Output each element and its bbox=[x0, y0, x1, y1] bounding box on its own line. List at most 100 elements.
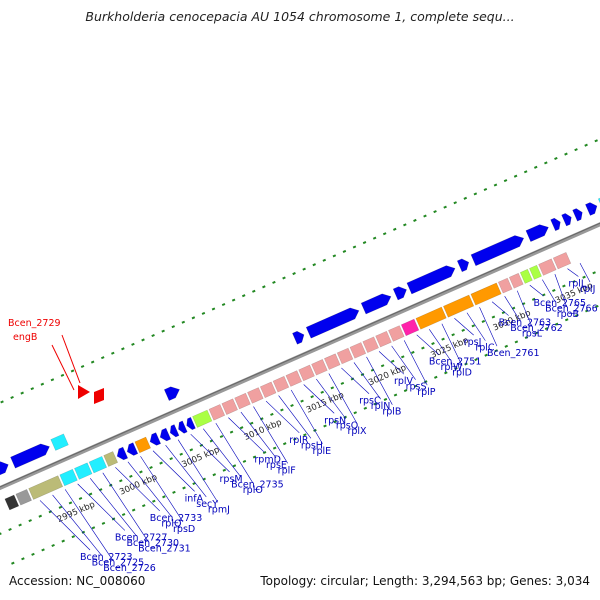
gene-block-rev[interactable] bbox=[349, 342, 367, 359]
gene-label[interactable]: Bcen_2725 bbox=[92, 557, 145, 568]
gene-block-rev[interactable] bbox=[311, 359, 328, 376]
gene-label[interactable]: rpsN bbox=[324, 415, 346, 426]
gene-label[interactable]: rplP bbox=[417, 387, 436, 398]
gene-block-rev[interactable] bbox=[285, 370, 303, 387]
gene-arrow-fwd[interactable] bbox=[163, 384, 182, 401]
gene-arrow-fwd[interactable] bbox=[572, 207, 585, 222]
gene-block-rev[interactable] bbox=[247, 387, 264, 404]
gene-arrow-rev[interactable] bbox=[176, 420, 188, 435]
gene-label[interactable]: rpsS bbox=[406, 382, 427, 393]
gene-label[interactable]: rpsC bbox=[359, 396, 381, 407]
gene-block-rev[interactable] bbox=[519, 268, 533, 284]
gene-block-rev[interactable] bbox=[298, 364, 315, 382]
gene-label[interactable]: rplB bbox=[382, 407, 401, 418]
gene-label[interactable]: rplD bbox=[452, 368, 472, 379]
gene-block-rev[interactable] bbox=[470, 282, 502, 306]
gene-label-highlighted[interactable]: Bcen_2729 bbox=[8, 318, 61, 329]
gene-block[interactable] bbox=[28, 475, 64, 500]
gene-label[interactable]: Bcen_2765 bbox=[533, 298, 586, 309]
gene-label[interactable]: rplX bbox=[347, 426, 367, 437]
gene-block-fwd[interactable] bbox=[50, 433, 69, 451]
gene-arrow-rev[interactable] bbox=[158, 427, 172, 443]
gene-arrow-fwd[interactable] bbox=[561, 212, 574, 227]
gene-label[interactable]: rpsQ bbox=[336, 421, 358, 432]
gene-arrow-fwd[interactable] bbox=[360, 291, 393, 315]
gene-block-rev[interactable] bbox=[208, 404, 226, 421]
gene-label[interactable]: rplQ bbox=[161, 518, 181, 529]
gene-block-rev[interactable] bbox=[388, 325, 405, 342]
gene-block[interactable] bbox=[4, 494, 20, 511]
gene-label[interactable]: rpmD bbox=[254, 454, 281, 465]
gene-label[interactable]: Bcen_2726 bbox=[103, 563, 156, 574]
gene-arrow-fwd[interactable] bbox=[406, 263, 458, 295]
gene-label[interactable]: rplE bbox=[313, 446, 332, 457]
gene-label[interactable]: Bcen_2730 bbox=[127, 538, 180, 549]
gene-label[interactable]: secY bbox=[196, 499, 218, 510]
gene-block-rev[interactable] bbox=[272, 375, 290, 393]
gene-label[interactable]: Bcen_2723 bbox=[80, 552, 133, 563]
gene-arrow-fwd[interactable] bbox=[525, 222, 551, 242]
gene-block-rev[interactable] bbox=[497, 277, 513, 294]
gene-arrow-fwd[interactable] bbox=[585, 200, 599, 216]
gene-label[interactable]: rplR bbox=[289, 435, 309, 446]
gene-label[interactable]: rplV bbox=[394, 376, 414, 387]
gene-label[interactable]: Bcen_2733 bbox=[150, 513, 203, 524]
gene-block[interactable] bbox=[15, 488, 32, 506]
gene-arrow-fwd[interactable] bbox=[292, 329, 306, 345]
gene-label[interactable]: rpsJ bbox=[464, 337, 482, 348]
gene-block-rev[interactable] bbox=[234, 392, 251, 410]
gene-label[interactable]: rpsL bbox=[522, 329, 543, 340]
gene-label[interactable]: rplW bbox=[440, 362, 463, 373]
gene-block-rev[interactable] bbox=[552, 252, 572, 270]
gene-block-rev[interactable] bbox=[192, 409, 213, 428]
gene-arrow-fwd[interactable] bbox=[456, 257, 471, 273]
gene-block-rev[interactable] bbox=[415, 306, 447, 330]
gene-label[interactable]: rplO bbox=[243, 485, 263, 496]
gene-block-rev[interactable] bbox=[221, 398, 238, 415]
gene-label[interactable]: Bcen_2735 bbox=[231, 479, 284, 490]
gene-block-rev[interactable] bbox=[508, 272, 524, 289]
gene-label[interactable]: rpsD bbox=[173, 524, 195, 535]
gene-label[interactable]: infA bbox=[185, 493, 204, 504]
gene-block-rev[interactable] bbox=[74, 462, 93, 480]
gene-block-rev[interactable] bbox=[400, 318, 420, 337]
engb-arrow[interactable] bbox=[94, 388, 104, 404]
gene-arrow-fwd[interactable] bbox=[10, 441, 51, 469]
gene-arrow-fwd[interactable] bbox=[0, 459, 11, 476]
gene-block-rev[interactable] bbox=[375, 330, 392, 348]
gene-arrow-rev[interactable] bbox=[168, 424, 180, 439]
gene-label[interactable]: rpsM bbox=[220, 474, 243, 485]
gene-block-rev[interactable] bbox=[362, 336, 379, 353]
gene-label[interactable]: Bcen_2762 bbox=[510, 323, 563, 334]
gene-label[interactable]: Bcen_2763 bbox=[499, 318, 552, 329]
gene-arrow-fwd[interactable] bbox=[305, 305, 361, 339]
gene-block-rev[interactable] bbox=[529, 264, 542, 280]
gene-label[interactable]: Bcen_2766 bbox=[545, 304, 598, 315]
gene-block-rev[interactable] bbox=[134, 436, 151, 454]
gene-label[interactable]: Bcen_2751 bbox=[429, 357, 482, 368]
gene-arrow-fwd[interactable] bbox=[470, 233, 526, 267]
gene-block-rev[interactable] bbox=[103, 451, 119, 467]
gene-label[interactable]: rpmJ bbox=[208, 504, 230, 515]
gene-arrow-fwd[interactable] bbox=[392, 284, 409, 301]
gene-block-rev[interactable] bbox=[59, 468, 78, 487]
gene-block-rev[interactable] bbox=[538, 258, 557, 276]
gene-block-rev[interactable] bbox=[443, 294, 475, 318]
gene-label[interactable]: Bcen_2727 bbox=[115, 532, 168, 543]
gene-block-rev[interactable] bbox=[259, 381, 277, 399]
gene-block-rev[interactable] bbox=[88, 456, 108, 474]
gene-arrow-rev[interactable] bbox=[184, 416, 196, 431]
gene-label-highlighted[interactable]: engB bbox=[13, 332, 37, 343]
gene-label[interactable]: rplF bbox=[278, 465, 296, 476]
gene-arrow-rev[interactable] bbox=[125, 442, 139, 458]
gene-label[interactable]: rplN bbox=[371, 401, 391, 412]
gene-label[interactable]: Bcen_2731 bbox=[138, 543, 191, 554]
gene-label[interactable]: rplC bbox=[475, 343, 495, 354]
gene-label[interactable]: rpoB bbox=[557, 309, 579, 320]
gene-block-rev[interactable] bbox=[324, 353, 341, 370]
gene-arrow-rev[interactable] bbox=[148, 432, 162, 448]
gene-arrow-rev[interactable] bbox=[115, 446, 129, 462]
bcen-2729-arrow[interactable] bbox=[78, 385, 90, 399]
gene-label[interactable]: Bcen_2761 bbox=[487, 348, 540, 359]
